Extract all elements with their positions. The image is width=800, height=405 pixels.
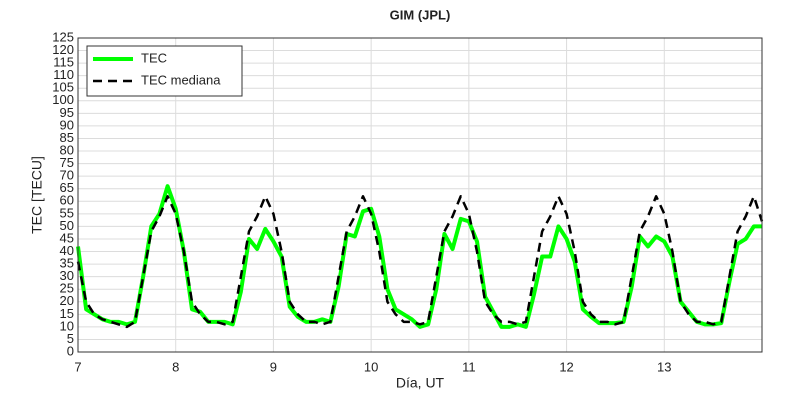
data-line [76, 195, 764, 329]
y-tick-label: 45 [60, 230, 74, 245]
y-tick-label: 55 [60, 205, 74, 220]
y-tick-label: 25 [60, 281, 74, 296]
x-tick-label: 7 [74, 359, 81, 374]
y-tick-label: 10 [60, 318, 74, 333]
chart-title: GIM (JPL) [390, 7, 451, 22]
y-tick-label: 35 [60, 256, 74, 271]
y-tick-label: 0 [67, 343, 74, 358]
x-tick-label: 9 [270, 359, 277, 374]
y-tick-label: 50 [60, 218, 74, 233]
x-tick-label: 8 [172, 359, 179, 374]
y-tick-label: 110 [53, 67, 74, 82]
y-tick-label: 125 [52, 29, 74, 44]
y-tick-label: 15 [60, 306, 74, 321]
y-tick-label: 100 [52, 92, 74, 107]
y-tick-label: 85 [60, 130, 74, 145]
y-tick-label: 30 [60, 268, 74, 283]
y-tick-label: 105 [52, 80, 74, 95]
y-tick-label: 115 [53, 55, 74, 70]
y-tick-label: 40 [60, 243, 74, 258]
x-tick-label: 10 [364, 359, 378, 374]
y-tick-label: 90 [60, 117, 74, 132]
y-tick-label: 80 [60, 142, 74, 157]
y-tick-label: 60 [60, 193, 74, 208]
y-tick-label: 75 [60, 155, 74, 170]
legend-label: TEC mediana [141, 72, 221, 87]
x-tick-label: 12 [559, 359, 573, 374]
y-axis-label: TEC [TECU] [29, 156, 45, 234]
y-tick-label: 65 [60, 180, 74, 195]
y-tick-label: 120 [52, 42, 74, 57]
y-tick-label: 20 [60, 293, 74, 308]
x-axis-label: Día, UT [396, 375, 445, 391]
y-tick-label: 70 [60, 168, 74, 183]
y-tick-label: 95 [60, 105, 74, 120]
data-line [76, 184, 762, 329]
legend-box [86, 45, 243, 97]
x-tick-label: 11 [462, 359, 476, 374]
x-tick-label: 13 [657, 359, 671, 374]
y-tick-label: 5 [67, 331, 74, 346]
legend-label: TEC [141, 50, 167, 65]
plot-frame [77, 37, 763, 353]
